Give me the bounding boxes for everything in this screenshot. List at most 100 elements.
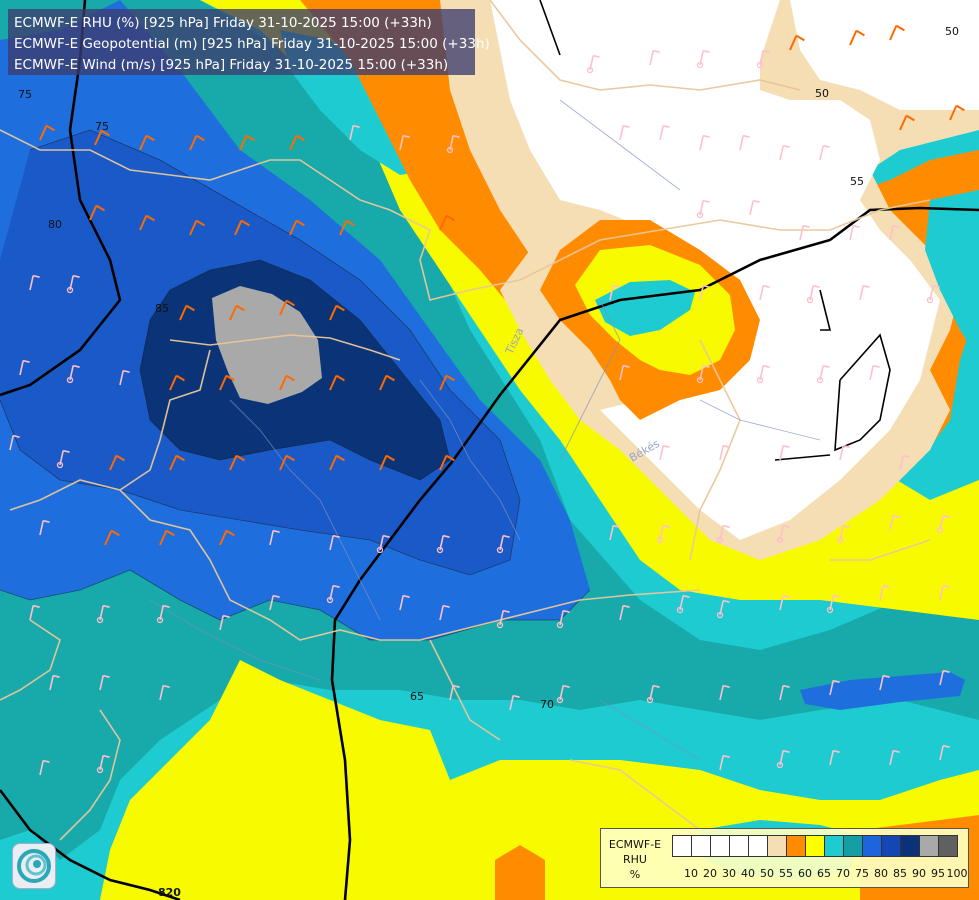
legend-swatch <box>881 835 901 857</box>
wind-barb <box>269 529 280 546</box>
calm-wind-circle <box>756 376 764 384</box>
calm-wind-circle <box>696 211 704 219</box>
wind-barb <box>439 454 455 471</box>
wind-barb <box>189 219 205 236</box>
legend-tick-label: 95 <box>931 867 945 880</box>
calm-wind-circle <box>156 616 164 624</box>
wind-barb <box>229 304 245 321</box>
wind-barb <box>889 224 900 241</box>
wind-barb <box>719 444 730 461</box>
calm-wind-circle <box>836 536 844 544</box>
calm-wind-circle <box>816 376 824 384</box>
legend-title: ECMWF-E RHU % <box>605 837 665 882</box>
calm-wind-circle <box>806 296 814 304</box>
wind-barb <box>89 204 105 221</box>
legend-swatch <box>805 835 825 857</box>
wind-barb <box>139 134 155 151</box>
wind-barb <box>759 284 770 301</box>
legend-tick-label: 50 <box>760 867 774 880</box>
wind-barb <box>899 454 910 471</box>
wind-barb <box>109 454 125 471</box>
calm-wind-circle <box>326 596 334 604</box>
calm-wind-circle <box>436 546 444 554</box>
legend-swatches <box>672 835 958 859</box>
legend-swatch <box>748 835 768 857</box>
wind-barb <box>29 274 40 291</box>
wind-barb <box>879 584 890 601</box>
wind-barb <box>179 304 195 321</box>
wind-barb <box>859 284 870 301</box>
wind-barb <box>939 669 950 686</box>
wind-barb <box>439 374 455 391</box>
wind-barb <box>799 224 810 241</box>
rhu-legend: ECMWF-E RHU % 10 20 30 40 50 55 60 65 70 75 80 85 90… <box>600 828 969 888</box>
wind-barb <box>889 24 905 41</box>
legend-swatch <box>786 835 806 857</box>
wind-barb <box>119 369 130 386</box>
calm-wind-circle <box>696 376 704 384</box>
calm-wind-circle <box>446 146 454 154</box>
wind-barb <box>699 284 710 301</box>
legend-swatch <box>919 835 939 857</box>
wind-barb <box>329 534 340 551</box>
wind-barb <box>189 134 205 151</box>
wind-barb <box>829 679 840 696</box>
legend-tick-label: 30 <box>722 867 736 880</box>
wind-barb <box>779 444 790 461</box>
calm-wind-circle <box>96 766 104 774</box>
wind-barb <box>609 284 620 301</box>
wind-barb <box>94 129 110 146</box>
wind-barb <box>49 674 60 691</box>
contour-label-70: 70 <box>540 698 554 711</box>
legend-tick-label: 70 <box>836 867 850 880</box>
calm-wind-circle <box>936 526 944 534</box>
wind-barb <box>104 529 120 546</box>
calm-wind-circle <box>656 536 664 544</box>
legend-tick-label: 80 <box>874 867 888 880</box>
wind-barb <box>819 144 830 161</box>
legend-tick-label: 60 <box>798 867 812 880</box>
calm-wind-circle <box>586 66 594 74</box>
legend-title-unit: % <box>629 868 641 881</box>
calm-wind-circle <box>926 296 934 304</box>
header-rhu-line: ECMWF-E RHU (%) [925 hPa] Friday 31-10-2… <box>14 15 432 31</box>
wind-barb <box>219 374 235 391</box>
contour-label-50-a: 50 <box>945 25 959 38</box>
legend-tick-label: 20 <box>703 867 717 880</box>
contour-label-75-a: 75 <box>18 88 32 101</box>
wind-barb <box>39 124 55 141</box>
legend-swatch <box>767 835 787 857</box>
calm-wind-circle <box>376 546 384 554</box>
wind-barb <box>659 124 670 141</box>
wind-barb <box>29 604 40 621</box>
legend-tick-label: 75 <box>855 867 869 880</box>
wind-barb <box>719 684 730 701</box>
wind-barb <box>509 694 520 711</box>
contour-label-75-b: 75 <box>95 120 109 133</box>
wind-barb <box>159 529 175 546</box>
legend-swatch <box>729 835 749 857</box>
legend-tick-label: 40 <box>741 867 755 880</box>
wind-barb <box>619 604 630 621</box>
header-geopotential-line: ECMWF-E Geopotential (m) [925 hPa] Frida… <box>14 36 490 52</box>
wind-barb <box>719 754 730 771</box>
wind-barb <box>379 374 395 391</box>
calm-wind-circle <box>776 536 784 544</box>
calm-wind-circle <box>496 546 504 554</box>
legend-swatch <box>691 835 711 857</box>
wind-barb <box>849 29 865 46</box>
wind-barb <box>939 744 950 761</box>
map-header: ECMWF-E RHU (%) [925 hPa] Friday 31-10-2… <box>8 9 490 75</box>
legend-tick-label: 65 <box>817 867 831 880</box>
legend-title-model: ECMWF-E <box>608 838 662 851</box>
rivers <box>149 99 821 761</box>
wind-barb <box>234 219 250 236</box>
legend-tick-label: 55 <box>779 867 793 880</box>
wind-barb <box>899 114 915 131</box>
calm-wind-circle <box>776 761 784 769</box>
wind-barb <box>99 674 110 691</box>
wind-barb <box>19 359 30 376</box>
legend-swatch <box>710 835 730 857</box>
